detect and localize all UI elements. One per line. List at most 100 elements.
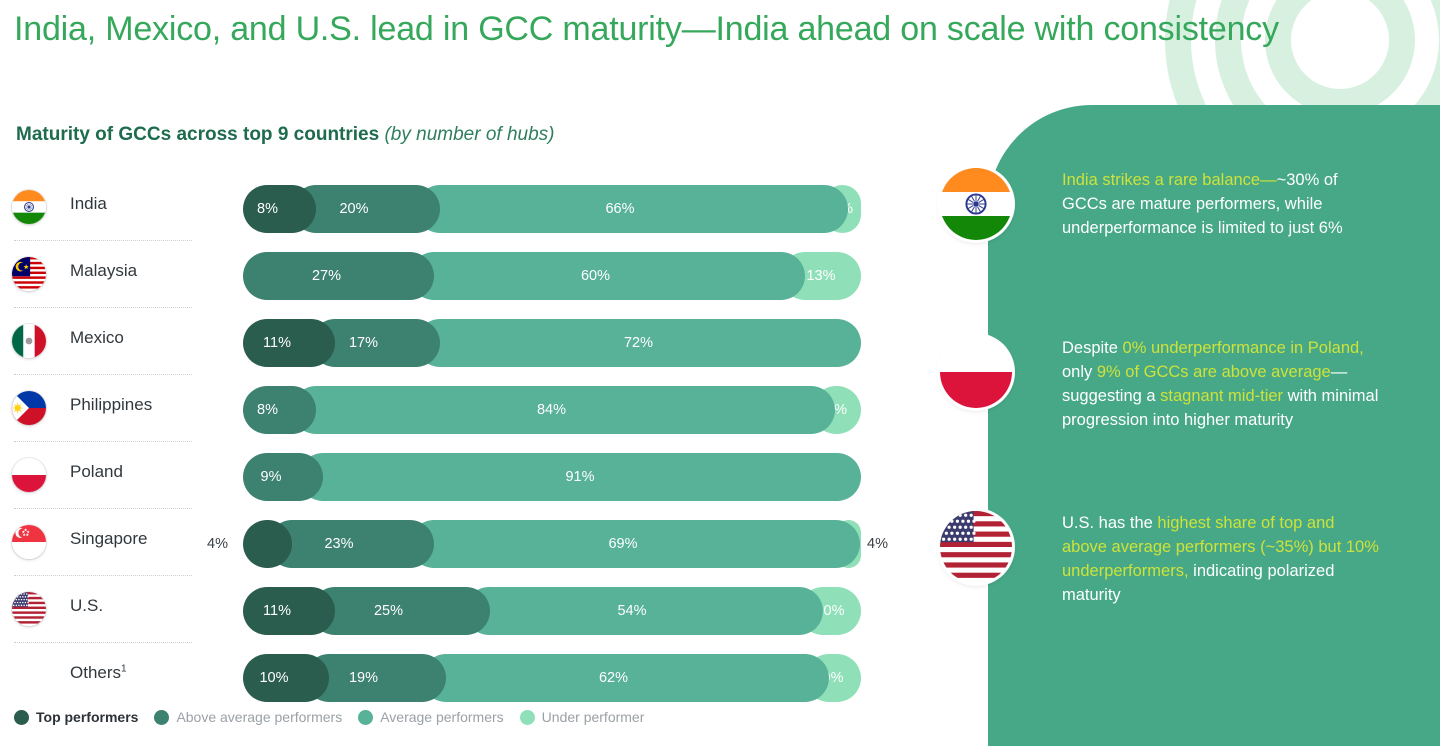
bar-segment-value: 13% [806,268,836,284]
pl-flag-icon [940,336,1012,408]
insight-text: U.S. has the highest share of top and ab… [1062,511,1380,607]
legend-label: Above average performers [176,709,343,725]
insight-callout: Despite 0% underperformance in Poland, o… [940,336,1440,432]
row-divider [14,508,192,509]
country-label: Philippines [70,395,153,414]
insight-callout: India strikes a rare balance—~30% of GCC… [940,168,1440,240]
table-row: Others1 10% 19% 62% 9% [0,643,900,710]
bar-segment [243,520,292,568]
bar-segment: 25% [311,587,490,635]
bar-segment-value: 91% [565,469,595,485]
bar-segment: 10% [243,654,329,702]
page-title: India, Mexico, and U.S. lead in GCC matu… [14,10,1279,48]
bar-segment-value: 72% [623,335,654,351]
us-flag-icon [940,511,1012,583]
legend-label: Average performers [380,709,504,725]
pl-flag-icon [12,458,46,492]
insight-highlight: stagnant mid-tier [1160,387,1284,405]
insight-highlight: highest share of top and above average p… [1062,514,1379,580]
bar-segment-value: 8% [257,201,278,217]
bar-segment-value: 23% [324,536,354,552]
country-rows: India8%20%66%6%Malaysia27%60%13%Mexico11… [0,174,900,710]
bar-segment: 54% [465,587,823,635]
mx-flag-icon [12,324,46,358]
bar-segment-value: 66% [605,201,635,217]
row-divider [14,240,192,241]
stacked-bar: 10% 19% 62% 9% [243,654,861,702]
stacked-bar: 9% 91% [243,453,861,501]
row-divider [14,441,192,442]
country-label: Poland [70,462,123,481]
table-row: U.S. 11% 25% 54% 10% [0,576,900,643]
insight-plain: —suggesting a [1062,363,1348,405]
legend-swatch [519,709,535,725]
stacked-bar: 27% 60% 13% [243,252,861,300]
my-flag-icon [12,257,46,291]
bar-segment-value: 4% [867,536,888,552]
bar-segment-value: 54% [617,603,647,619]
table-row: Poland 9% 91% [0,442,900,509]
insight-plain: Despite [1062,339,1123,357]
bar-segment: 8% [243,185,316,233]
insight-highlight: 9% of GCCs are above average [1096,363,1331,381]
bar-segment: 62% [422,654,829,702]
stacked-bar: 8%20%66%6% [243,185,861,233]
bar-segment-value: 9% [260,469,282,485]
bar-segment: 84% [292,386,835,434]
bar-segment: 72% [416,319,861,367]
bar-segment-value: 4% [207,536,228,552]
country-label: Others1 [70,663,127,682]
table-row: Malaysia 27% 60% 13% [0,241,900,308]
bar-segment: 8% [243,386,316,434]
table-row: Singapore 4% 23% 69% 4% [0,509,900,576]
country-label: Singapore [70,529,148,548]
insight-plain: with minimal progression into higher mat… [1062,387,1379,429]
bar-segment-value: 19% [348,670,379,686]
bar-segment-value: 20% [339,201,369,217]
legend-label: Top performers [36,709,139,725]
stacked-bar: 11% 17% 72% [243,319,861,367]
bar-segment-value: 69% [608,536,638,552]
country-label: U.S. [70,596,104,615]
table-row: Mexico 11% 17% 72% [0,308,900,375]
legend-item: Average performers [358,709,504,725]
legend-swatch [358,709,374,725]
chart-title-bold: Maturity of GCCs across top 9 countries [16,124,380,145]
bar-segment: 66% [416,185,848,233]
country-label: Mexico [70,328,124,347]
bar-segment: 11% [243,319,335,367]
bar-segment-value: 10% [259,670,289,686]
insight-callout: U.S. has the highest share of top and ab… [940,511,1440,607]
legend-item: Above average performers [154,709,342,725]
bar-segment-value: 60% [580,268,611,284]
bar-segment: 91% [299,453,861,501]
legend-swatch [14,709,29,725]
table-row: Philippines 8% 84% 8% [0,375,900,442]
bar-segment: 11% [243,587,335,635]
bar-segment: 9% [243,453,323,501]
bar-segment-value: 25% [373,603,404,619]
insight-highlight: 0% underperformance in Poland, [1122,339,1364,357]
bar-segment-value: 27% [311,268,342,284]
insight-text: Despite 0% underperformance in Poland, o… [1062,336,1380,432]
row-divider [14,575,192,576]
bar-segment-value: 84% [536,402,567,418]
insight-plain: only [1062,363,1097,381]
bar-segment: 20% [292,185,440,233]
sg-flag-icon [12,525,46,559]
stacked-bar: 8% 84% 8% [243,386,861,434]
country-label: India [70,194,107,213]
insights-panel: India strikes a rare balance—~30% of GCC… [940,105,1440,746]
insight-plain: U.S. has the [1062,514,1158,532]
legend-label: Under performer [541,709,645,725]
stacked-bar: 11% 25% 54% 10% [243,587,861,635]
bar-segment: 60% [410,252,805,300]
bar-segment-value: 11% [263,335,291,351]
insight-plain: ~30% of GCCs are mature performers, whil… [1062,171,1343,237]
row-divider [14,642,192,643]
row-divider [14,374,192,375]
bar-segment-value: 11% [263,603,291,619]
insight-plain: indicating polarized maturity [1062,562,1335,604]
